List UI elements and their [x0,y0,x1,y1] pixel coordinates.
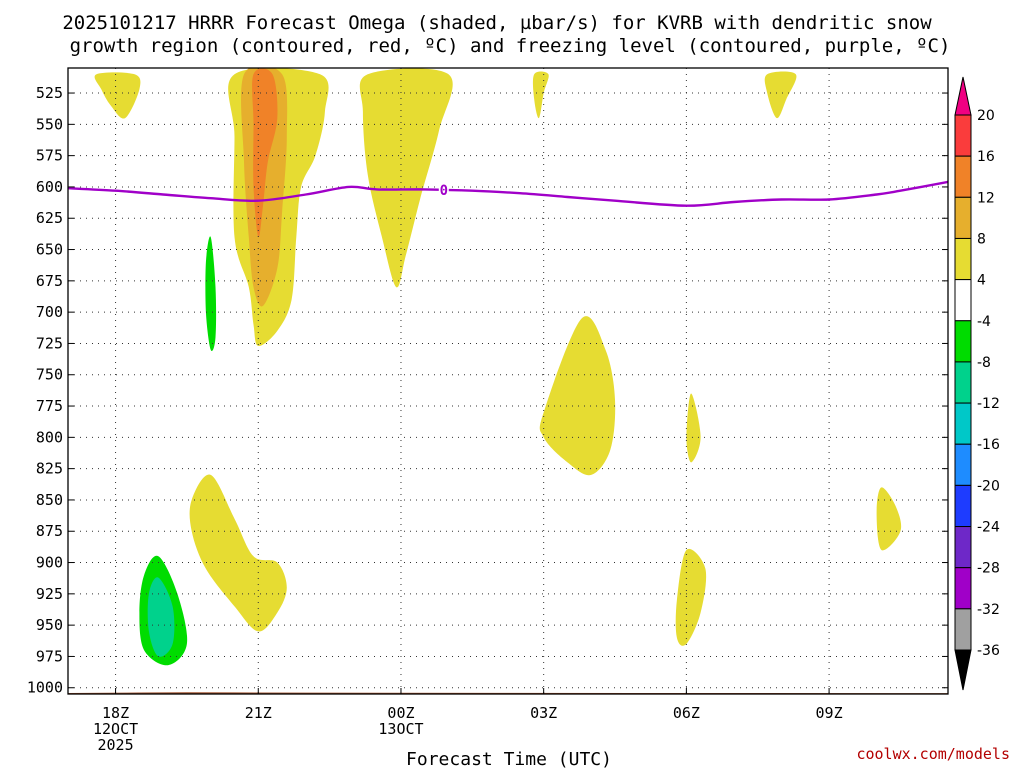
colorbar-segment-3 [954,237,972,281]
colorbar-segment-5 [954,320,972,363]
y-tick-label-850: 850 [36,491,63,509]
colorbar-label-2: 12 [977,190,995,206]
omega-shading [94,68,902,683]
colorbar-label-7: -12 [977,396,1000,412]
colorbar-label-6: -8 [977,355,991,371]
y-tick-label-950: 950 [36,616,63,634]
omega-region-18 [675,548,707,646]
y-tick-label-650: 650 [36,241,63,259]
x-tick-label-0-0: 18Z [102,704,129,722]
colorbar-segment-11 [954,567,972,610]
colorbar-label-3: 8 [977,231,986,247]
omega-region-6 [764,71,797,119]
colorbar-segment-6 [954,361,972,404]
x-tick-label-0-1: 12OCT [93,720,138,738]
dotted-gridlines [68,68,948,694]
omega-region-14 [370,404,422,628]
colorbar-segment-4 [954,279,972,322]
colorbar-segment-2 [954,196,972,239]
omega-region-15 [539,316,616,476]
x-tick-label-15-0: 09Z [816,704,843,722]
y-tick-label-550: 550 [36,115,63,133]
x-tick-label-6-0: 00Z [387,704,414,722]
colorbar-segment-8 [954,443,972,486]
omega-region-0 [94,72,141,119]
colorbar-label-11: -28 [977,561,1000,577]
colorbar-segment-7 [954,402,972,445]
plot-frame [67,67,949,695]
y-tick-label-1000: 1000 [27,679,63,697]
y-tick-label-750: 750 [36,366,63,384]
colorbar-over-triangle [954,76,972,116]
site-credit: coolwx.com/models [856,745,1010,763]
colorbar-segment-9 [954,484,972,528]
colorbar-label-10: -24 [977,520,1000,536]
y-tick-label-800: 800 [36,428,63,446]
colorbar-segment-1 [954,155,972,198]
x-tick-label-6-1: 13OCT [378,720,423,738]
y-tick-label-875: 875 [36,522,63,540]
y-tick-label-625: 625 [36,209,63,227]
omega-region-8 [205,236,217,352]
omega-region-20 [876,487,902,551]
colorbar-label-4: 4 [977,273,986,289]
y-tick-label-575: 575 [36,147,63,165]
y-tick-label-525: 525 [36,84,63,102]
colorbar-segment-12 [954,608,972,651]
y-tick-label-675: 675 [36,272,63,290]
omega-region-19 [809,506,844,663]
omega-region-5 [532,71,549,119]
omega-region-10 [237,417,273,494]
colorbar-under-triangle [954,649,972,691]
freezing-level-line [68,180,948,207]
omega-region-16 [686,393,701,463]
x-tick-label-12-0: 06Z [673,704,700,722]
x-tick-label-3-0: 21Z [245,704,272,722]
omega-region-4 [359,68,453,288]
y-tick-label-700: 700 [36,303,63,321]
pressure-axis: 525 550 575 600 625 650 675 700 725 750 775 800 825 8… [27,84,948,697]
x-tick-label-0-2: 2025 [98,736,134,754]
colorbar-label-8: -16 [977,437,1000,453]
y-tick-label-725: 725 [36,334,63,352]
colorbar-segment-0 [954,114,972,157]
freezing-label-bg [438,182,449,197]
y-tick-label-925: 925 [36,585,63,603]
colorbar-segment-10 [954,526,972,569]
freezing-level-label: 0 [440,183,448,199]
chart-title-line1: 2025101217 HRRR Forecast Omega (shaded, … [62,12,932,34]
freezing-level-contour: 0 [68,180,948,207]
omega-colorbar: 20 16 12 8 4 -4 -8 -12 -16 -20 -24 -28 -32 -36 [954,76,1000,691]
y-tick-label-900: 900 [36,554,63,572]
colorbar-label-0: 20 [977,108,995,124]
y-tick-label-825: 825 [36,460,63,478]
colorbar-label-1: 16 [977,149,995,165]
omega-region-9 [189,474,287,632]
colorbar-label-5: -4 [977,314,991,330]
omega-region-13 [147,577,175,657]
colorbar-label-12: -32 [977,602,1000,618]
colorbar-label-13: -36 [977,643,1000,659]
x-axis-label: Forecast Time (UTC) [406,749,612,768]
colorbar-label-9: -20 [977,478,1000,494]
y-tick-label-600: 600 [36,178,63,196]
x-tick-label-9-0: 03Z [530,704,557,722]
y-tick-label-775: 775 [36,397,63,415]
y-tick-label-975: 975 [36,647,63,665]
chart-title-line2: growth region (contoured, red, ºC) and f… [70,35,951,57]
